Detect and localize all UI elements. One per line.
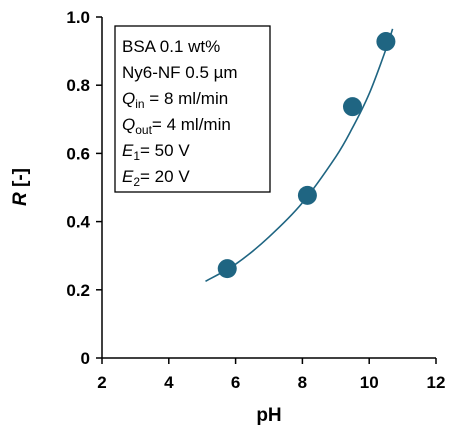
y-tick-label: 0	[81, 349, 90, 368]
annotation-line-2-main: Ny6-NF 0.5 µm	[122, 63, 238, 82]
x-tick-label: 4	[164, 373, 174, 392]
annotation-line-2: Ny6-NF 0.5 µm	[122, 63, 238, 82]
x-tick-label: 10	[360, 373, 379, 392]
y-tick-label: 1.0	[66, 8, 90, 27]
annotation-line-4-main: Q	[122, 115, 135, 134]
annotation-line-3: Qin = 8 ml/min	[122, 89, 228, 111]
data-point	[217, 259, 237, 279]
annotation-line-1: BSA 0.1 wt%	[122, 37, 220, 56]
annotation-line-6-main: E	[122, 167, 134, 186]
y-tick-label: 0.6	[66, 144, 90, 163]
y-tick-label: 0.4	[66, 213, 90, 232]
annotation-line-5-sub: 1	[133, 149, 140, 163]
annotation-line-6-sub: 2	[133, 175, 140, 189]
y-ticks: 0 0.2 0.4 0.6 0.8 1.0	[66, 8, 102, 368]
y-tick-label: 0.2	[66, 281, 90, 300]
data-point	[376, 32, 396, 52]
annotation-line-5-tail: = 50 V	[140, 141, 190, 160]
annotation-line-4-tail: = 4 ml/min	[152, 115, 231, 134]
annotation-line-4: Qout= 4 ml/min	[122, 115, 231, 137]
y-tick-label: 0.8	[66, 76, 90, 95]
x-axis-title: pH	[256, 405, 281, 426]
x-tick-label: 8	[298, 373, 307, 392]
annotation-line-5: E1= 50 V	[122, 141, 190, 163]
fit-curve-line	[205, 28, 394, 282]
y-axis-title-unit: [-]	[10, 168, 31, 192]
y-axis-title: R [-]	[10, 168, 31, 206]
data-point	[343, 97, 362, 117]
annotation-line-4-sub: out	[135, 123, 152, 137]
annotation-line-5-main: E	[122, 141, 134, 160]
annotation-border	[114, 25, 271, 193]
annotation-box: BSA 0.1 wt% Ny6-NF 0.5 µm Qin = 8 ml/min…	[114, 25, 271, 193]
y-axis-title-symbol: R	[10, 192, 31, 206]
annotation-line-1-main: BSA 0.1 wt%	[122, 37, 220, 56]
annotation-line-3-main: Q	[122, 89, 135, 108]
annotation-line-6: E2= 20 V	[122, 167, 190, 189]
series	[205, 28, 396, 282]
x-tick-label: 6	[231, 373, 240, 392]
annotation-line-3-tail: = 8 ml/min	[145, 89, 229, 108]
annotation-line-3-sub: in	[135, 97, 144, 111]
data-point	[297, 185, 317, 205]
x-ticks: 2 4 6 8 10 12	[97, 358, 445, 392]
annotation-line-6-tail: = 20 V	[140, 167, 190, 186]
x-tick-label: 2	[97, 373, 106, 392]
x-tick-label: 12	[427, 373, 446, 392]
